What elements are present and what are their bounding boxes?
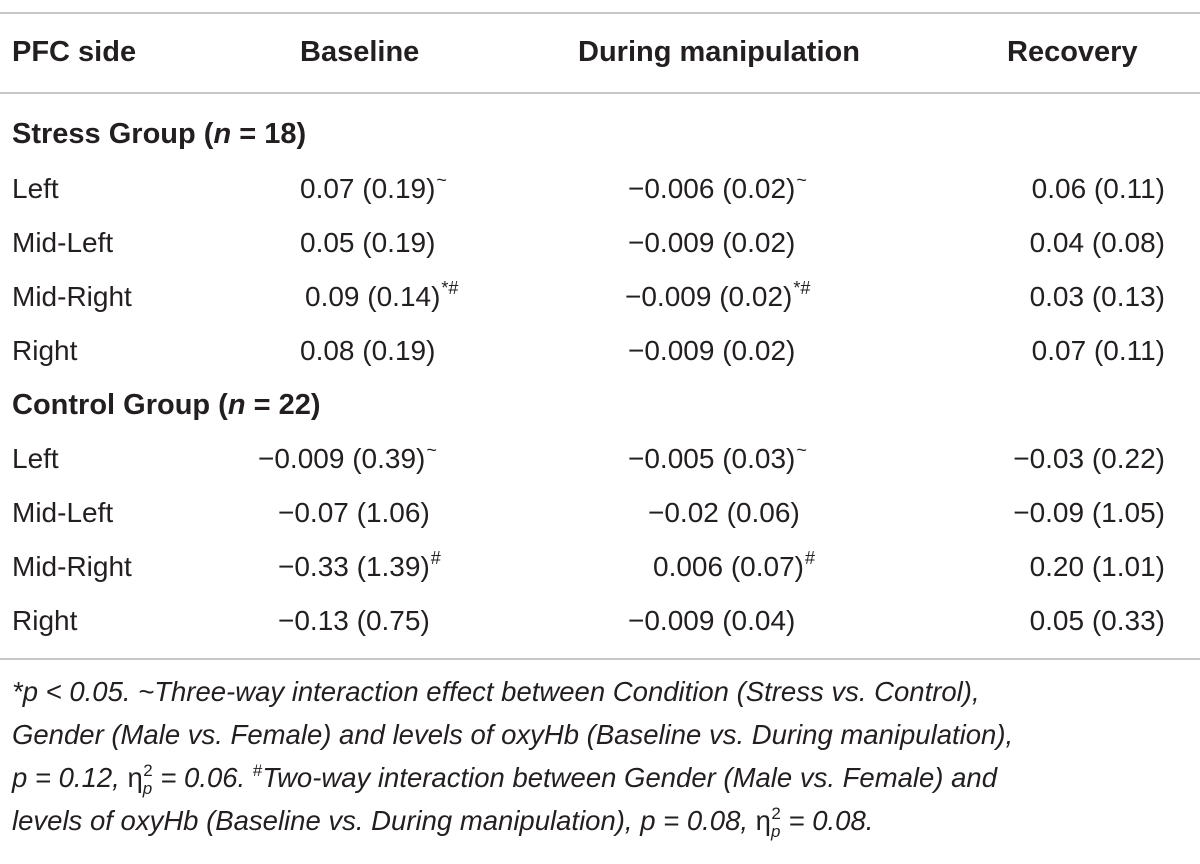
eta-squared-symbol: ηp2 [127,761,153,798]
baseline-value: −0.13 (0.75) [278,605,430,636]
during-value: −0.009 (0.04) [628,605,796,636]
footnote-line-1: *p < 0.05. ~Three-way interaction effect… [12,676,980,707]
table-footnote: *p < 0.05. ~Three-way interaction effect… [12,670,1188,842]
row-side-label: Left [12,173,59,204]
row-side-label: Mid-Right [12,551,132,582]
row-side-label: Right [12,335,78,366]
footnote-line-4: levels of oxyHb (Baseline vs. During man… [12,804,874,841]
recovery-value: 0.07 (0.11) [1031,335,1165,366]
header-pfc-side: PFC side [12,36,137,68]
during-value: −0.009 (0.02)*# [625,278,811,312]
recovery-value: 0.05 (0.33) [1029,605,1165,636]
header-recovery: Recovery [1007,36,1138,68]
during-value: −0.009 (0.02) [628,335,796,366]
header-rule [0,92,1200,94]
row-side-label: Mid-Right [12,281,132,312]
eta-squared-symbol: ηp2 [755,804,781,841]
table-bottom-rule [0,658,1200,660]
baseline-value: −0.009 (0.39)~ [258,440,437,474]
row-side-label: Left [12,443,59,474]
recovery-value: 0.03 (0.13) [1029,281,1165,312]
baseline-value: −0.07 (1.06) [278,497,430,528]
footnote-line-3: p = 0.12, ηp2 = 0.06. #Two-way interacti… [12,761,997,798]
row-side-label: Mid-Left [12,497,114,528]
during-value: 0.006 (0.07)# [653,548,816,582]
control-group-label: Control Group (n = 22) [12,389,321,421]
during-value: −0.006 (0.02)~ [628,170,807,204]
footnote-line-2: Gender (Male vs. Female) and levels of o… [12,719,1014,750]
recovery-value: 0.04 (0.08) [1029,227,1165,258]
recovery-value: −0.09 (1.05) [1013,497,1165,528]
during-value: −0.009 (0.02) [628,227,796,258]
baseline-value: −0.33 (1.39)# [278,548,441,582]
baseline-value: 0.09 (0.14)*# [305,278,459,312]
header-baseline: Baseline [300,36,420,68]
baseline-value: 0.07 (0.19)~ [300,170,447,204]
recovery-value: 0.20 (1.01) [1029,551,1165,582]
during-value: −0.02 (0.06) [648,497,800,528]
header-during-manipulation: During manipulation [578,36,860,68]
row-side-label: Right [12,605,78,636]
baseline-value: 0.05 (0.19) [300,227,436,258]
during-value: −0.005 (0.03)~ [628,440,807,474]
row-side-label: Mid-Left [12,227,114,258]
baseline-value: 0.08 (0.19) [300,335,436,366]
table-top-rule [0,12,1200,14]
recovery-value: −0.03 (0.22) [1013,443,1165,474]
stress-group-label: Stress Group (n = 18) [12,118,307,150]
recovery-value: 0.06 (0.11) [1031,173,1165,204]
